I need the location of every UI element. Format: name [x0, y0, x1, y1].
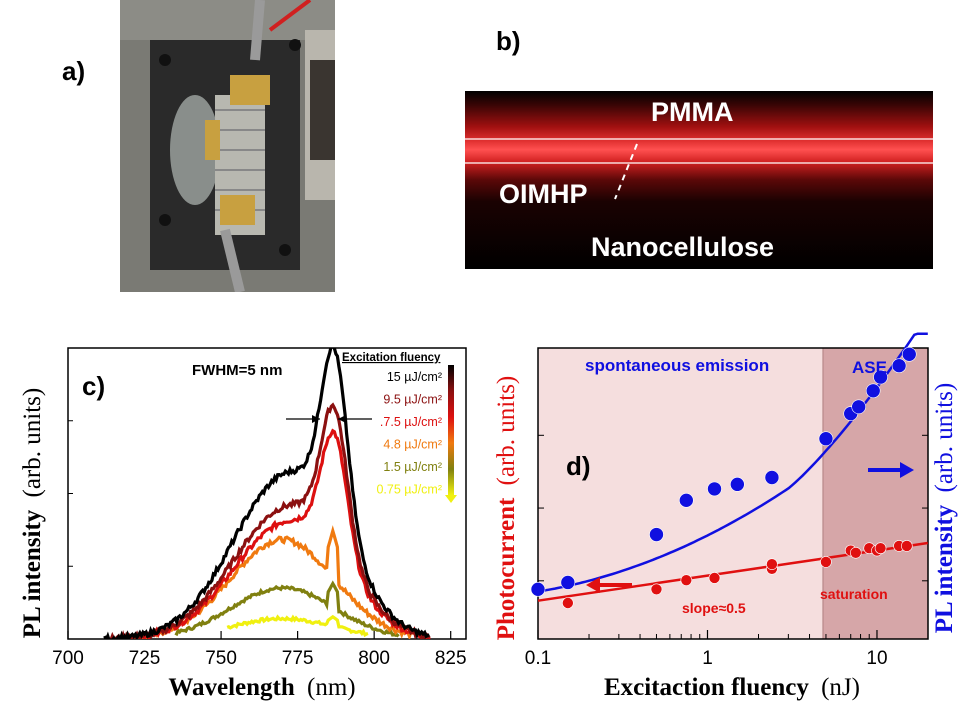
- legend-colorbar: [448, 365, 454, 495]
- c-ylabel: PL intensity (arb. units): [19, 388, 46, 638]
- pl-data-point: [560, 575, 576, 590]
- fwhm-annotation: FWHM=5 nm: [192, 362, 282, 379]
- panel-label-b: b): [496, 26, 521, 56]
- d-xtick-label: 0.1: [525, 648, 551, 669]
- pl-data-point: [679, 493, 694, 508]
- fluency-chart: 0.1 1 10 spontaneous emission ASE d) slope…: [493, 332, 958, 701]
- legend-title: Excitation fluency: [342, 352, 441, 364]
- photocurrent-data-point: [562, 597, 574, 609]
- legend-entry: 15 µJ/cm²: [387, 370, 442, 384]
- d-ylabel-left-unit: (arb. units): [493, 376, 520, 486]
- micrograph-glow: [465, 91, 933, 269]
- pl-axis-arrow: [868, 462, 914, 478]
- pl-spectrum-line: [116, 428, 431, 639]
- pl-data-point: [730, 477, 745, 492]
- pl-spectra-chart: 700 725 750 775 800 825 15 µJ/cm² 9.5 µJ/cm² .7…: [19, 347, 467, 701]
- c-xtick-label: 725: [129, 648, 161, 669]
- pl-data-point: [901, 346, 917, 362]
- d-xlabel-bold: Excitaction fluency: [604, 674, 809, 701]
- pl-spectrum-line: [226, 614, 369, 638]
- pl-data-point: [530, 582, 546, 597]
- c-xtick-label: 750: [205, 648, 237, 669]
- legend-entry: .7.5 µJ/cm²: [380, 415, 442, 429]
- pl-spectrum-line: [174, 580, 400, 638]
- pl-data-point: [865, 383, 881, 399]
- device-photo: [120, 0, 335, 292]
- pl-spectrum-line: [103, 348, 430, 639]
- photocurrent-data-point: [901, 540, 913, 552]
- panel-label-c: c): [82, 371, 105, 401]
- d-plot-frame: [537, 347, 929, 640]
- pl-data-point: [851, 399, 866, 415]
- photocurrent-fit-line: [537, 541, 928, 602]
- d-ylabel-right-bold: PL intensity: [931, 504, 958, 633]
- legend-entry: 9.5 µJ/cm²: [383, 393, 442, 407]
- label-nanocellulose: Nanocellulose: [591, 232, 775, 262]
- c-xtick-label: 775: [282, 648, 314, 669]
- region-label-ase: ASE: [852, 358, 887, 377]
- photocurrent-data-point: [820, 556, 832, 568]
- pl-data-point: [873, 369, 888, 385]
- photocurrent-data-point: [850, 547, 862, 559]
- legend-entry: 0.75 µJ/cm²: [376, 483, 442, 497]
- c-ylabel-bold: PL intensity: [19, 509, 46, 638]
- legend-arrow: [445, 495, 457, 503]
- d-xtick-label: 10: [866, 648, 887, 669]
- d-xlabel: Excitaction fluency (nJ): [604, 674, 860, 701]
- cross-section-micrograph: PMMA OIMHP Nanocellulose: [465, 91, 933, 269]
- c-xlabel-unit: (nm): [307, 674, 356, 701]
- photocurrent-axis-arrow: [586, 577, 632, 593]
- d-ylabel-right-unit: (arb. units): [931, 383, 958, 493]
- c-xtick-label: 825: [435, 648, 467, 669]
- c-ylabel-unit: (arb. units): [19, 388, 46, 498]
- photocurrent-data-point: [874, 542, 887, 555]
- label-oimhp: OIMHP: [499, 179, 588, 209]
- c-xlabel-bold: Wavelength: [168, 674, 294, 701]
- d-xlabel-unit: (nJ): [821, 674, 860, 701]
- d-xtick-label: 1: [702, 648, 713, 669]
- c-xtick-label: 800: [358, 648, 390, 669]
- d-ylabel-right: PL intensity (arb. units): [931, 383, 958, 633]
- pl-data-point: [649, 527, 664, 542]
- device-photo-drawing: [120, 0, 335, 292]
- legend-entry: 4.8 µJ/cm²: [383, 438, 442, 452]
- label-pmma: PMMA: [651, 97, 734, 127]
- slope-annotation: slope≈0.5: [682, 600, 746, 616]
- photocurrent-data-point: [708, 572, 721, 584]
- pl-data-point: [707, 481, 722, 497]
- pl-data-point: [764, 470, 780, 485]
- c-xlabel: Wavelength (nm): [168, 674, 355, 701]
- region-spontaneous: [538, 348, 823, 639]
- fwhm-arrows: [286, 415, 372, 423]
- d-ylabel-left-bold: Photocurrent: [493, 497, 520, 640]
- photocurrent-data-point: [766, 558, 778, 571]
- panel-label-d: d): [566, 451, 591, 481]
- panel-label-a: a): [62, 56, 86, 86]
- photocurrent-data-point: [680, 574, 693, 586]
- pl-data-point: [818, 431, 834, 447]
- legend-entry: 1.5 µJ/cm²: [383, 460, 442, 474]
- c-xtick-label: 700: [52, 648, 84, 669]
- region-label-spontaneous: spontaneous emission: [585, 356, 769, 375]
- pl-data-point: [891, 358, 907, 373]
- saturation-annotation: saturation: [820, 586, 888, 602]
- photocurrent-data-point: [650, 583, 663, 596]
- d-ylabel-left: Photocurrent (arb. units): [493, 376, 520, 641]
